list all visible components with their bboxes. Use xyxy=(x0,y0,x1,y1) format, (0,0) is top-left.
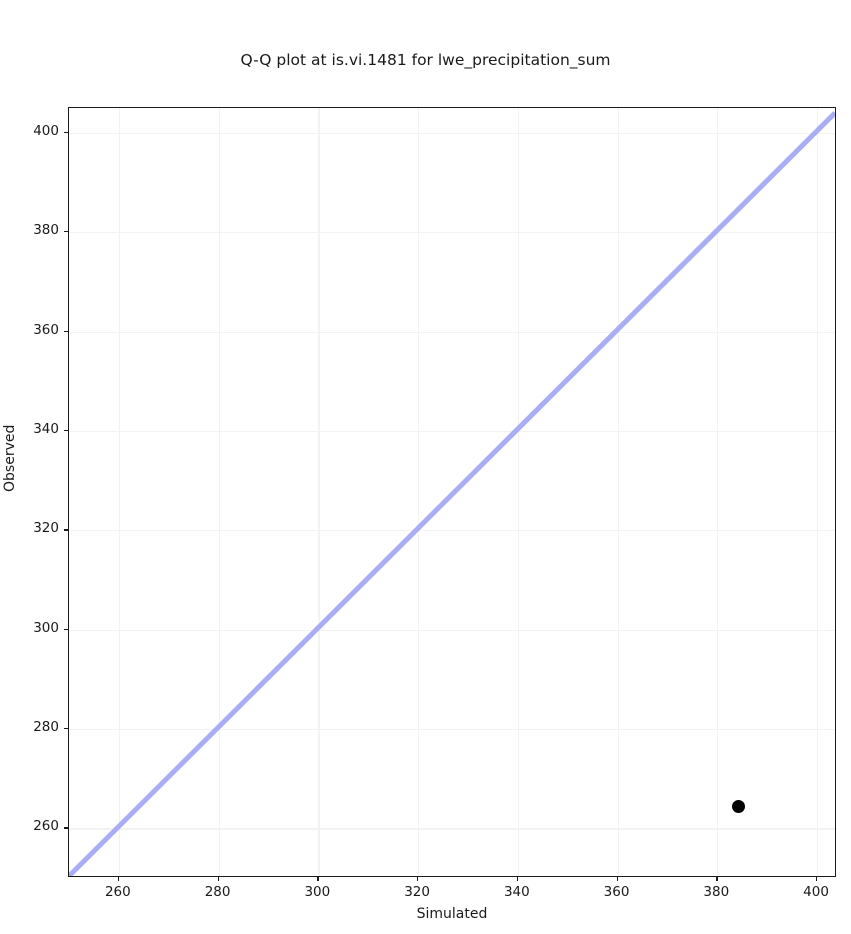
y-axis-ticks: 260 280 300 320 340 360 380 400 xyxy=(0,0,59,934)
gridline-horizontal xyxy=(69,828,835,830)
y-tick-label: 280 xyxy=(33,718,59,735)
plot-area xyxy=(68,107,836,877)
y-tick-mark xyxy=(64,628,68,630)
y-tick-mark xyxy=(64,131,68,134)
y-axis-label: Observed xyxy=(2,424,18,492)
x-tick-mark xyxy=(716,877,718,881)
y-tick-mark xyxy=(64,827,68,829)
x-tick-mark xyxy=(117,877,120,881)
x-tick-label: 320 xyxy=(404,884,430,900)
gridline-horizontal xyxy=(69,530,835,532)
y-tick-mark xyxy=(64,727,68,730)
y-tick-mark xyxy=(64,231,68,233)
gridline-vertical xyxy=(418,108,420,876)
y-tick-label: 320 xyxy=(33,520,59,537)
x-tick-label: 400 xyxy=(803,884,829,900)
y-tick-label: 300 xyxy=(33,619,59,636)
gridline-vertical xyxy=(218,108,220,876)
x-tick-label: 300 xyxy=(304,884,331,900)
gridline-vertical xyxy=(617,108,619,876)
data-point xyxy=(731,799,745,813)
x-tick-mark xyxy=(217,877,219,881)
gridline-vertical xyxy=(817,108,819,876)
x-tick-mark xyxy=(816,877,818,881)
x-tick-mark xyxy=(417,877,419,881)
y-tick-label: 340 xyxy=(33,420,59,437)
gridline-horizontal xyxy=(69,430,835,433)
gridline-vertical xyxy=(318,108,320,876)
gridline-horizontal xyxy=(69,232,835,234)
y-tick-label: 400 xyxy=(33,122,59,139)
gridline-horizontal xyxy=(69,331,835,333)
x-tick-label: 340 xyxy=(503,884,530,900)
y-tick-label: 380 xyxy=(33,222,59,239)
y-tick-label: 360 xyxy=(33,321,59,338)
gridline-vertical xyxy=(517,108,520,876)
x-tick-label: 360 xyxy=(603,884,630,900)
gridline-horizontal xyxy=(69,132,835,135)
y-tick-mark xyxy=(64,330,68,332)
gridline-horizontal xyxy=(69,728,835,731)
identity-reference-line xyxy=(69,108,835,876)
y-tick-mark xyxy=(64,429,68,432)
y-tick-mark xyxy=(64,529,68,531)
x-axis-label: Simulated xyxy=(416,906,488,922)
gridline-vertical xyxy=(118,108,121,876)
x-tick-label: 380 xyxy=(703,884,730,900)
x-tick-mark xyxy=(516,877,519,881)
x-tick-label: 280 xyxy=(204,884,231,900)
x-tick-label: 260 xyxy=(104,884,131,900)
gridline-horizontal xyxy=(69,629,835,631)
y-tick-label: 260 xyxy=(33,818,59,835)
x-tick-mark xyxy=(616,877,618,881)
gridline-vertical xyxy=(717,108,719,876)
x-tick-mark xyxy=(317,877,319,881)
title-line-1: Q-Q plot at is.vi.1481 for lwe_precipita… xyxy=(240,51,611,69)
